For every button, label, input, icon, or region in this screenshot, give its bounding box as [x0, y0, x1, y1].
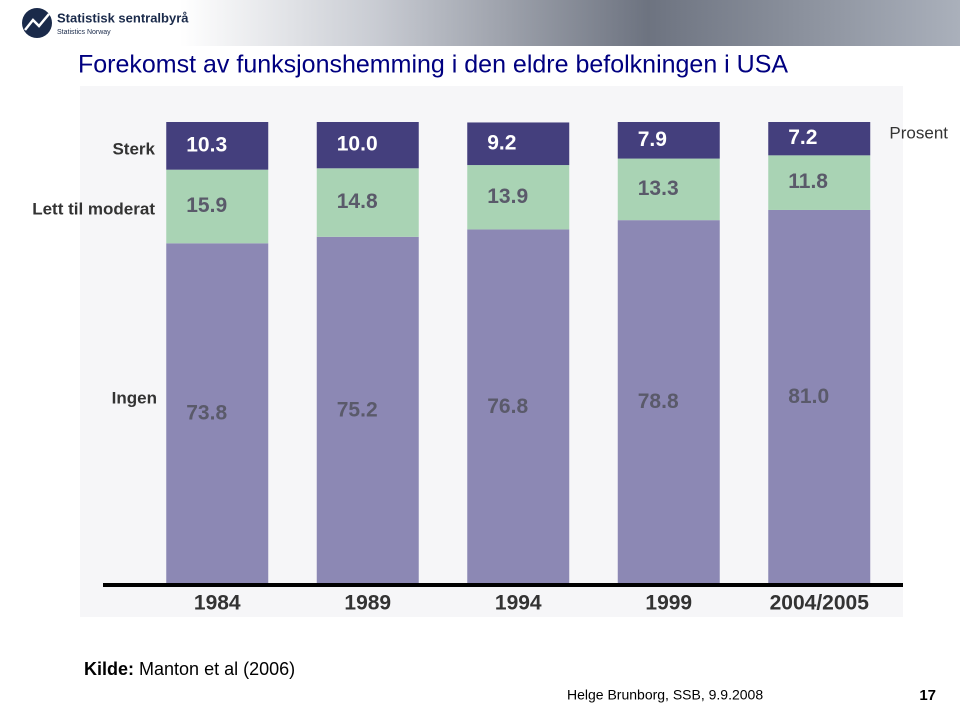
bar-segment: [617, 122, 720, 159]
footer-author: Helge Brunborg, SSB, 9.9.2008: [567, 687, 763, 703]
series-label: Lett til moderat: [32, 199, 155, 218]
value-label: 13.3: [638, 177, 679, 200]
x-tick-label: 1984: [194, 592, 241, 615]
value-label: 73.8: [186, 402, 227, 425]
y-label: Prosent: [889, 123, 948, 142]
bar-segment: [467, 229, 570, 585]
value-label: 10.3: [186, 133, 227, 156]
bar-segment: [166, 243, 269, 585]
bar-segment: [166, 122, 269, 170]
chart-title: Forekomst av funksjonshemming i den eldr…: [78, 51, 788, 79]
value-label: 15.9: [186, 194, 227, 217]
value-label: 78.8: [638, 390, 679, 413]
series-label: Ingen: [112, 388, 157, 407]
banner: [180, 0, 960, 46]
logo-name: Statistisk sentralbyrå: [57, 10, 189, 25]
value-label: 75.2: [337, 398, 378, 421]
bar-segment: [617, 158, 720, 221]
page-number: 17: [919, 687, 936, 704]
source-text: Manton et al (2006): [139, 659, 295, 679]
value-label: 13.9: [487, 185, 528, 208]
bar-segment: [316, 168, 419, 237]
bar-segment: [467, 122, 570, 166]
source-label: Kilde:: [84, 659, 134, 679]
bar-segment: [316, 236, 419, 585]
bar-segment: [166, 169, 269, 244]
bar-segment: [467, 165, 570, 230]
logo-icon-line: [24, 13, 50, 31]
value-label: 7.2: [788, 126, 817, 149]
bar-segment: [768, 209, 871, 585]
bar-segment: [617, 220, 720, 585]
bar-segment: [316, 122, 419, 169]
value-label: 7.9: [638, 128, 667, 151]
x-tick-label: 1989: [344, 592, 391, 615]
x-tick-label: 1994: [495, 592, 542, 615]
value-label: 76.8: [487, 395, 528, 418]
value-label: 9.2: [487, 131, 516, 154]
bar-segment: [768, 155, 871, 210]
source: Kilde: Manton et al (2006): [84, 659, 295, 679]
value-label: 81.0: [788, 385, 829, 408]
value-label: 10.0: [337, 133, 378, 156]
bar-segment: [768, 122, 871, 156]
x-tick-label: 1999: [645, 592, 692, 615]
series-label: Sterk: [112, 139, 155, 158]
value-label: 11.8: [788, 170, 828, 193]
logo-subname: Statistics Norway: [57, 29, 111, 36]
x-tick-label: 2004/2005: [770, 592, 870, 615]
value-label: 14.8: [337, 190, 378, 213]
